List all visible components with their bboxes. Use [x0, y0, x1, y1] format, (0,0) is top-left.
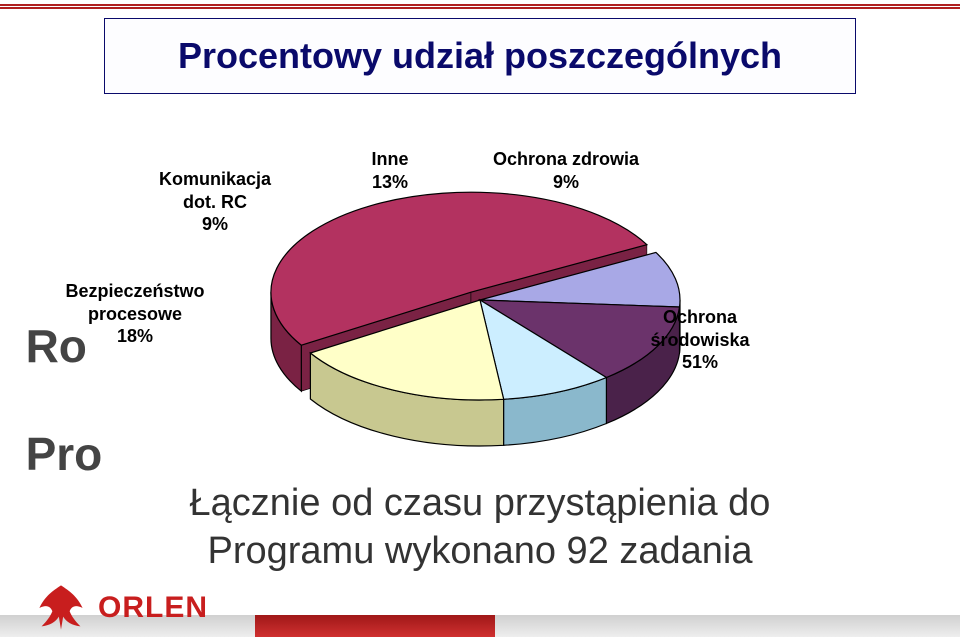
footer-red-bar [255, 615, 495, 637]
slice-label-ochrona_zdrowia: Ochrona zdrowia9% [493, 148, 639, 193]
eagle-icon [34, 581, 88, 635]
logo-text: ORLEN [98, 591, 208, 625]
bg-text-line2: Pro [26, 428, 103, 480]
orlen-logo: ORLEN [34, 581, 208, 635]
slice-label-komunikacja: Komunikacjadot. RC9% [159, 168, 271, 236]
slice-label-ochrona_srodowiska: Ochronaśrodowiska51% [650, 306, 749, 374]
title-box: Procentowy udział poszczególnych [104, 18, 856, 94]
summary-line1: Łącznie od czasu przystąpienia do [190, 482, 771, 524]
slice-label-bezpieczenstwo: Bezpieczeństwoprocesowe18% [65, 280, 204, 348]
slice-label-inne: Inne13% [371, 148, 408, 193]
summary-text: Łącznie od czasu przystąpienia do Progra… [0, 480, 960, 575]
page-title: Procentowy udział poszczególnych [178, 35, 782, 77]
summary-line2: Programu wykonano 92 zadania [207, 530, 752, 572]
